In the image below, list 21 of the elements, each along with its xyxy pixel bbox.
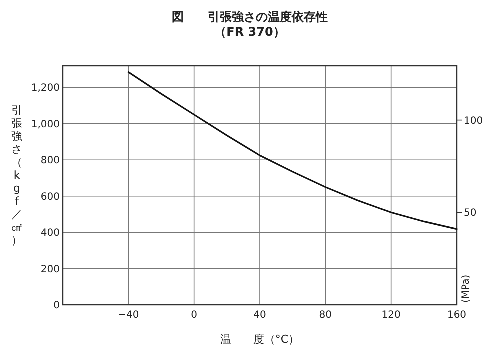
text: 引張強さ（kgf／㎠） xyxy=(12,104,22,247)
y-tick-label: 1,000 xyxy=(31,119,60,130)
y-tick-label: 1,200 xyxy=(31,83,60,94)
y-tick-label: 600 xyxy=(40,192,60,203)
y-tick-label: 0 xyxy=(54,300,60,312)
x-tick-label: 120 xyxy=(382,310,401,321)
x-tick-label: 160 xyxy=(447,310,467,321)
y2-tick-label: 100 xyxy=(464,116,484,127)
x-tick-label: 0 xyxy=(191,310,198,321)
chart-title: 図 引張強さの温度依存性 xyxy=(172,10,328,24)
y-tick-label: 400 xyxy=(40,228,60,240)
x-tick-label: 40 xyxy=(254,310,266,321)
x-tick-label: −40 xyxy=(118,310,140,321)
y2-tick-label: 50 xyxy=(464,208,477,220)
chart-subtitle: （FR 370） xyxy=(214,25,286,39)
y-tick-label: 800 xyxy=(40,156,60,167)
x-tick-label: 80 xyxy=(319,310,332,321)
y-tick-label: 200 xyxy=(40,264,60,276)
x-axis-title: 温 度（°C） xyxy=(220,333,300,346)
line-series xyxy=(128,72,458,230)
y2-axis-title: (MPa) xyxy=(461,274,472,303)
